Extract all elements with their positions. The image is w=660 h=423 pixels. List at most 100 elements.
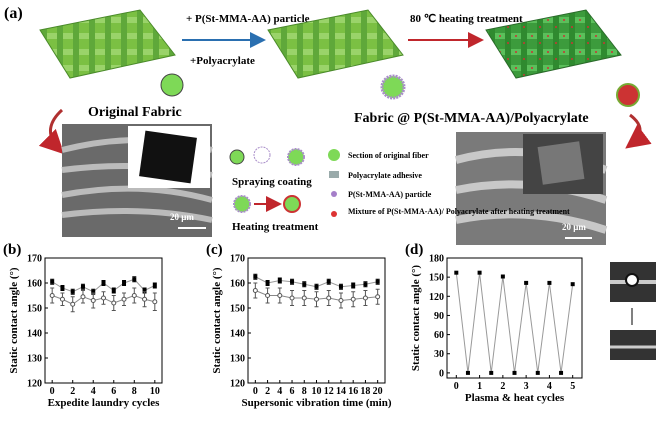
marker bbox=[111, 288, 116, 293]
y-tick-label: 160 bbox=[230, 279, 245, 290]
marker bbox=[121, 296, 127, 302]
y-axis-label: Static contact angle (°) bbox=[410, 265, 422, 371]
scale-label: 20 μm bbox=[562, 222, 586, 232]
x-tick-label: 14 bbox=[336, 386, 346, 397]
marker bbox=[49, 293, 55, 298]
legend-label: Polyacrylate adhesive bbox=[348, 171, 422, 180]
x-axis-label: Plasma & heat cycles bbox=[465, 392, 565, 404]
fabric bbox=[485, 9, 622, 79]
marker bbox=[152, 299, 158, 305]
x-tick-label: 4 bbox=[91, 386, 96, 397]
marker bbox=[535, 370, 540, 375]
marker bbox=[326, 295, 332, 301]
fiber bbox=[287, 148, 305, 166]
caption: Original Fabric bbox=[88, 105, 182, 120]
legend-swatch bbox=[328, 149, 340, 161]
marker bbox=[142, 296, 148, 302]
marker bbox=[500, 274, 505, 279]
step-label: 80 ℃ heating treatment bbox=[410, 13, 523, 25]
x-tick-label: 20 bbox=[373, 386, 383, 397]
photo bbox=[610, 330, 656, 360]
marker bbox=[477, 270, 482, 275]
x-tick-label: 0 bbox=[454, 381, 459, 392]
legend-label: Mixture of P(St-MMA-AA)/ Polyacrylate af… bbox=[348, 207, 570, 216]
x-tick-label: 4 bbox=[547, 381, 552, 392]
sample bbox=[537, 141, 585, 185]
marker bbox=[131, 293, 137, 298]
marker bbox=[122, 281, 127, 285]
x-tick-label: 6 bbox=[111, 386, 116, 397]
marker bbox=[111, 300, 117, 306]
droplet bbox=[625, 273, 639, 287]
marker bbox=[152, 283, 157, 288]
schematic: (a) + P(St-MMA-AA) particle +Polyacrylat… bbox=[4, 5, 652, 245]
x-tick-label: 10 bbox=[150, 386, 160, 397]
series-line bbox=[455, 272, 574, 373]
fiber bbox=[380, 74, 406, 100]
y-tick-label: 170 bbox=[27, 254, 42, 265]
x-tick-label: 18 bbox=[360, 386, 370, 397]
marker bbox=[60, 286, 65, 290]
marker bbox=[265, 293, 271, 298]
marker bbox=[465, 370, 470, 375]
panel-label: (a) bbox=[4, 5, 23, 22]
y-tick-label: 60 bbox=[434, 330, 444, 341]
y-tick-label: 120 bbox=[230, 379, 245, 390]
y-tick-label: 150 bbox=[230, 304, 245, 315]
marker bbox=[314, 296, 319, 302]
x-tick-label: 5 bbox=[570, 381, 575, 392]
x-tick-label: 3 bbox=[524, 381, 529, 392]
x-tick-label: 0 bbox=[253, 386, 258, 397]
marker bbox=[265, 281, 270, 285]
y-tick-label: 160 bbox=[27, 279, 42, 290]
legend-label: P(St-MMA-AA) particle bbox=[348, 190, 432, 199]
x-tick-label: 2 bbox=[500, 381, 505, 392]
marker bbox=[90, 298, 96, 303]
marker bbox=[277, 278, 282, 283]
marker bbox=[454, 270, 459, 275]
x-tick-label: 0 bbox=[50, 386, 55, 397]
switch-images bbox=[610, 262, 656, 360]
marker bbox=[91, 289, 96, 294]
y-tick-label: 90 bbox=[434, 311, 444, 322]
marker bbox=[338, 298, 344, 303]
legend-label: Section of original fiber bbox=[348, 151, 429, 160]
fiber bbox=[233, 195, 251, 213]
y-tick-label: 130 bbox=[27, 354, 42, 365]
arrow bbox=[625, 113, 652, 149]
marker bbox=[59, 296, 65, 302]
fiber bbox=[283, 195, 301, 213]
fabric bbox=[267, 9, 404, 79]
y-tick-label: 120 bbox=[429, 292, 444, 303]
sample bbox=[139, 130, 197, 184]
process-label: Spraying coating bbox=[232, 176, 312, 188]
plot-frame bbox=[44, 257, 163, 384]
fabric bbox=[39, 9, 176, 79]
marker bbox=[363, 282, 368, 287]
y-tick-label: 140 bbox=[230, 329, 245, 340]
coating bbox=[253, 146, 271, 164]
marker bbox=[512, 370, 517, 375]
marker bbox=[253, 274, 258, 279]
marker bbox=[70, 289, 75, 294]
y-tick-label: 120 bbox=[27, 379, 42, 390]
marker bbox=[132, 277, 137, 282]
process-label: Heating treatment bbox=[232, 221, 319, 233]
marker bbox=[289, 295, 295, 301]
y-axis-label: Static contact angle (°) bbox=[211, 267, 223, 373]
y-tick-label: 130 bbox=[230, 354, 245, 365]
x-axis-label: Expedite laundry cycles bbox=[48, 397, 161, 409]
x-tick-label: 4 bbox=[277, 386, 282, 397]
x-tick-label: 2 bbox=[70, 386, 75, 397]
x-tick-label: 8 bbox=[302, 386, 307, 397]
legend-swatch bbox=[331, 211, 337, 217]
marker bbox=[524, 280, 529, 285]
caption: Fabric @ P(St-MMA-AA)/Polyacrylate bbox=[354, 111, 589, 126]
y-tick-label: 30 bbox=[434, 349, 444, 360]
marker bbox=[101, 295, 106, 301]
marker bbox=[302, 282, 307, 287]
plot-frame bbox=[446, 257, 583, 379]
y-axis-label: Static contact angle (°) bbox=[8, 267, 20, 373]
y-tick-label: 150 bbox=[429, 273, 444, 284]
